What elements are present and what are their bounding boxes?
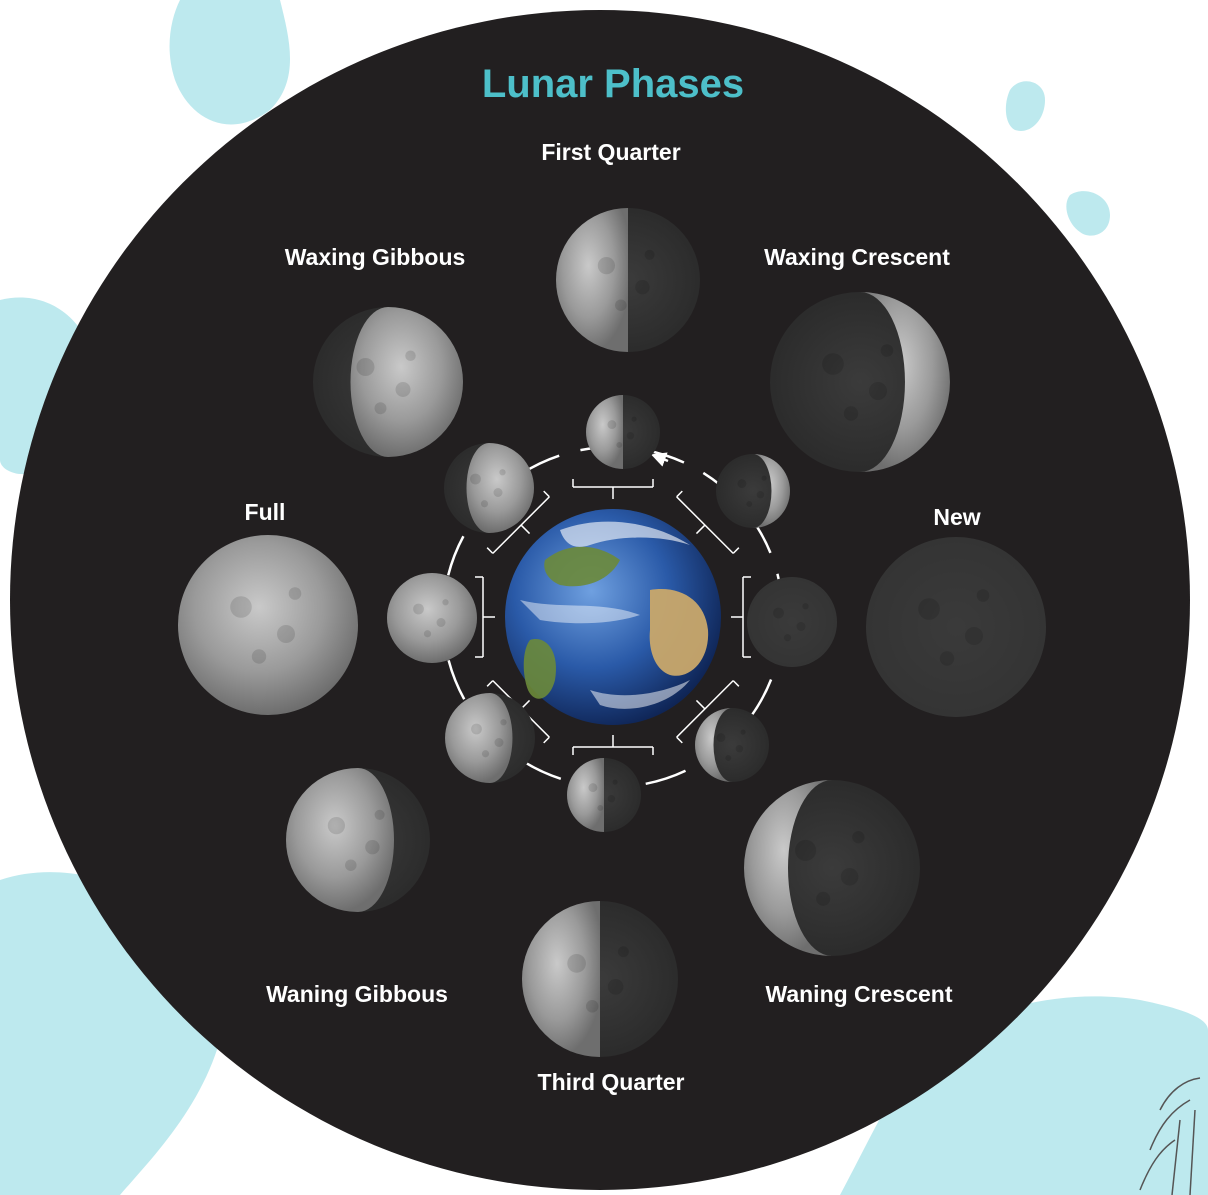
moon-waxing-gibbous	[313, 307, 463, 457]
label-waning-gibbous: Waning Gibbous	[266, 981, 448, 1007]
orbit-moon-waning-gibbous	[445, 693, 535, 783]
orbit-direction-arrow	[650, 452, 669, 467]
moon-first-quarter	[556, 208, 700, 352]
sunlight-bracket	[731, 576, 751, 658]
label-third-quarter: Third Quarter	[538, 1069, 685, 1095]
moon-new	[866, 537, 1046, 717]
sunlight-bracket	[572, 735, 654, 755]
outer-phase-moons	[178, 208, 1046, 1057]
sunlight-bracket	[475, 576, 495, 658]
moon-full	[178, 535, 358, 715]
diagram-title: Lunar Phases	[482, 62, 744, 106]
label-waxing-gibbous: Waxing Gibbous	[285, 244, 466, 270]
orbit-moon-third-quarter	[567, 758, 641, 832]
sunlight-bracket	[676, 680, 740, 744]
orbit-moon-full	[387, 573, 477, 663]
sunlight-bracket	[486, 490, 550, 554]
label-new: New	[933, 504, 980, 530]
orbit-moon-new	[747, 577, 837, 667]
label-waxing-crescent: Waxing Crescent	[764, 244, 950, 270]
label-waning-crescent: Waning Crescent	[765, 981, 952, 1007]
orbit-moon-waning-crescent	[695, 708, 769, 782]
orbit-moon-waxing-gibbous	[444, 443, 534, 533]
moon-waning-crescent	[744, 780, 920, 956]
label-full: Full	[245, 499, 286, 525]
sunlight-bracket	[572, 479, 654, 499]
sunlight-bracket	[676, 490, 740, 554]
moon-third-quarter	[522, 901, 678, 1057]
earth	[505, 509, 721, 725]
moon-waning-gibbous	[286, 768, 430, 912]
label-first-quarter: First Quarter	[541, 139, 680, 165]
orbit-moon-waxing-crescent	[716, 454, 790, 528]
moon-waxing-crescent	[770, 292, 950, 472]
orbit-moons	[387, 395, 837, 832]
orbit-moon-first-quarter	[586, 395, 660, 469]
